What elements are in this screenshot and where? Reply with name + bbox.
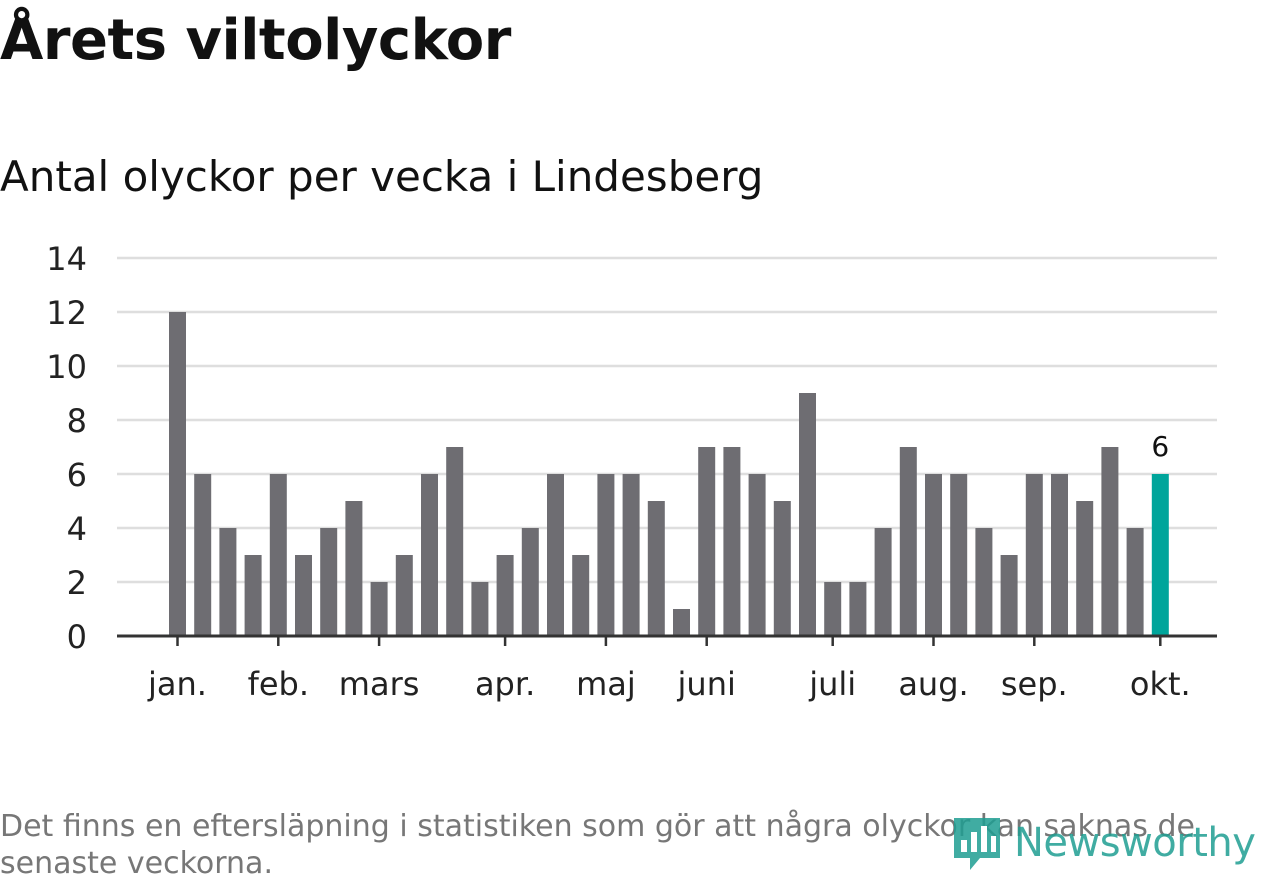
brand-name: Newsworthy [1014,820,1256,866]
bar [370,582,388,636]
chart-subtitle: Antal olyckor per vecka i Lindesberg [0,152,764,201]
bar [773,501,791,636]
bar [1101,447,1119,636]
y-tick-label: 2 [67,564,87,602]
bar [597,474,615,636]
y-tick-label: 6 [67,456,87,494]
bar [1126,528,1144,636]
bar [496,555,514,636]
bar-highlight [1151,474,1169,636]
bar [673,609,690,636]
bar [748,474,766,636]
y-tick-label: 4 [67,510,87,548]
x-tick-label: aug. [898,665,968,703]
bar [421,474,438,636]
newsworthy-logo: Newsworthy [950,812,1256,874]
bar [471,582,489,636]
bar [395,555,413,636]
bar [446,447,464,636]
bar [320,528,338,636]
bar [1051,474,1068,636]
bar [194,474,212,636]
bar [925,474,942,636]
x-tick-label: maj [576,665,636,703]
bar [345,501,363,636]
bar [849,582,867,636]
x-tick-label: juli [808,665,856,703]
bar [521,528,539,636]
x-tick-label: okt. [1130,665,1191,703]
data-label-highlight: 6 [1151,430,1169,463]
bar [950,474,968,636]
bar [647,501,665,636]
x-tick-label: mars [339,665,420,703]
x-tick-label: jan. [147,665,207,703]
bar [295,555,312,636]
x-tick-label: feb. [248,665,309,703]
bar [169,312,186,636]
bar [723,447,741,636]
bar [244,555,262,636]
bar [1076,501,1094,636]
y-tick-label: 12 [46,294,87,332]
bar [1000,555,1018,636]
bar [975,528,993,636]
bar [547,474,564,636]
bar-series [169,312,1169,636]
y-tick-label: 8 [67,402,87,440]
bar-chart-speech-bubble-icon [954,818,1000,870]
x-axis: jan. feb. mars apr. maj juni juli aug. sep. okt. [117,634,1217,703]
y-tick-label: 0 [67,618,87,656]
bar [899,447,917,636]
bar [622,474,640,636]
x-tick-label: sep. [1001,665,1068,703]
bar [698,447,716,636]
bar [1025,474,1043,636]
bar [269,474,287,636]
bar [824,582,842,636]
bar [572,555,590,636]
bar [874,528,892,636]
bar [219,528,237,636]
x-tick-label: juni [677,665,736,703]
x-tick-label: apr. [475,665,535,703]
y-tick-label: 10 [46,348,87,386]
chart-title: Årets viltolyckor [0,8,511,73]
bar [799,393,816,636]
y-axis-tick-labels: 0 2 4 6 8 10 12 14 [46,240,87,656]
data-labels: 6 [1151,430,1169,463]
y-tick-label: 14 [46,240,87,278]
